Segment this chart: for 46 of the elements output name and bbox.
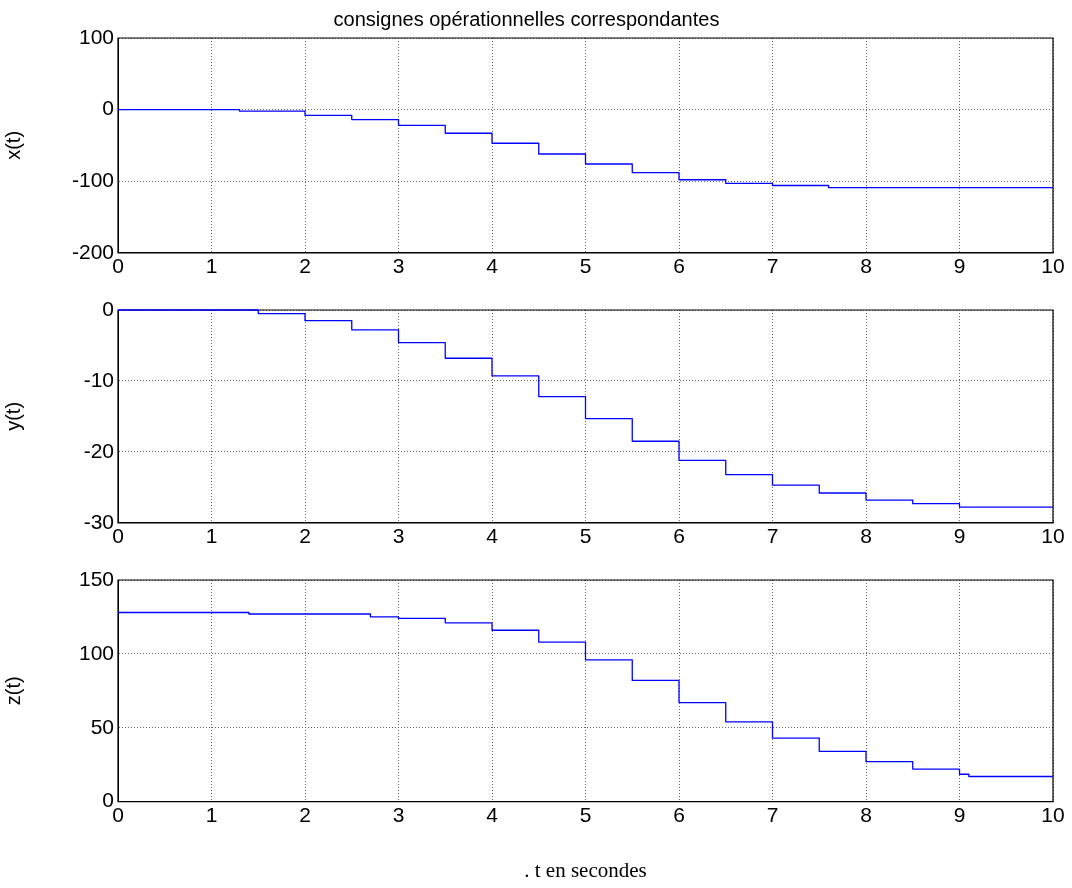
x-tick-label: 8 [860,803,872,826]
x-axis-title: . t en secondes [524,857,647,882]
x-tick-label: 6 [673,254,685,278]
x-tick-label: 6 [673,803,685,826]
y-tick-label: -30 [83,509,114,533]
y-tick-label: 0 [102,96,114,120]
x-tick-label: 1 [205,803,218,826]
y-tick-label: -100 [71,168,114,191]
x-tick-label: 2 [299,803,311,826]
x-tick-label: 4 [486,254,499,278]
x-tick-label: 2 [299,524,311,548]
x-tick-label: 5 [579,254,592,278]
x-tick-label: 1 [205,254,218,278]
x-tick-label: 3 [392,524,405,548]
y-tick-label: -200 [71,239,114,263]
x-tick-label: 5 [579,524,592,548]
y-axis-title: z(t) [1,676,24,706]
x-tick-label: 10 [1041,254,1065,278]
y-tick-label: -10 [83,367,114,391]
x-tick-label: 7 [766,803,779,826]
x-tick-label: 3 [392,254,405,278]
x-tick-label: 10 [1041,803,1065,826]
y-axis-title: y(t) [1,401,24,431]
x-tick-label: 3 [392,803,405,826]
y-tick-label: -20 [83,438,114,462]
x-tick-label: 4 [486,524,499,548]
x-tick-label: 1 [205,524,218,548]
y-tick-label: 150 [78,566,114,590]
y-tick-label: 0 [102,296,114,320]
x-tick-label: 7 [766,524,779,548]
x-tick-label: 8 [860,524,872,548]
y-tick-label: 100 [78,640,114,664]
y-tick-label: 100 [78,24,114,48]
x-tick-label: 7 [766,254,779,278]
x-tick-label: 4 [486,803,499,826]
x-tick-label: 2 [299,254,311,278]
x-tick-label: 8 [860,254,872,278]
y-axis-title: x(t) [1,130,24,160]
x-tick-label: 9 [953,524,966,548]
x-tick-label: 6 [673,524,685,548]
y-tick-label: 50 [90,714,114,738]
x-tick-label: 9 [953,254,966,278]
x-tick-label: 10 [1041,524,1065,548]
chart-title: consignes opérationnelles correspondantes [333,7,720,30]
x-tick-label: 9 [953,803,966,826]
x-tick-label: 5 [579,803,592,826]
